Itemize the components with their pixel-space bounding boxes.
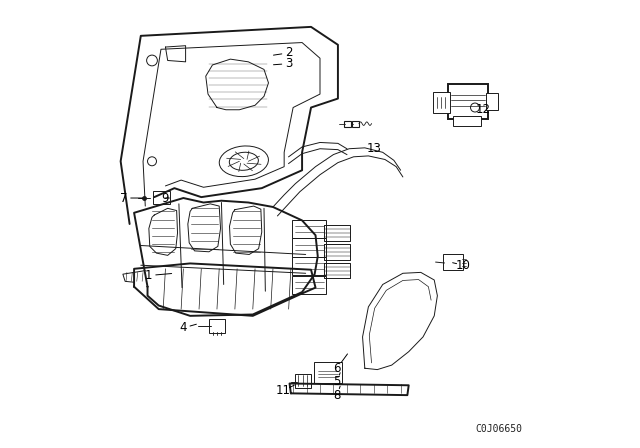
- Text: 6: 6: [333, 362, 340, 375]
- FancyBboxPatch shape: [292, 276, 326, 294]
- Text: 11: 11: [276, 384, 291, 397]
- Text: 12: 12: [476, 103, 491, 116]
- FancyBboxPatch shape: [292, 220, 326, 238]
- FancyBboxPatch shape: [448, 84, 488, 119]
- Text: 10: 10: [456, 258, 471, 272]
- Text: 13: 13: [366, 142, 381, 155]
- FancyBboxPatch shape: [486, 93, 498, 110]
- Text: 8: 8: [333, 388, 340, 402]
- FancyBboxPatch shape: [292, 257, 326, 275]
- Text: 4: 4: [180, 321, 187, 335]
- FancyBboxPatch shape: [452, 116, 481, 126]
- Text: 5: 5: [333, 375, 340, 388]
- Text: C0J06650: C0J06650: [476, 424, 523, 434]
- Text: 2: 2: [285, 46, 292, 60]
- Text: 1: 1: [145, 269, 152, 282]
- Text: 3: 3: [285, 57, 292, 70]
- Text: 9: 9: [162, 191, 169, 205]
- Text: 7: 7: [120, 191, 127, 205]
- FancyBboxPatch shape: [292, 238, 326, 257]
- FancyBboxPatch shape: [433, 92, 451, 113]
